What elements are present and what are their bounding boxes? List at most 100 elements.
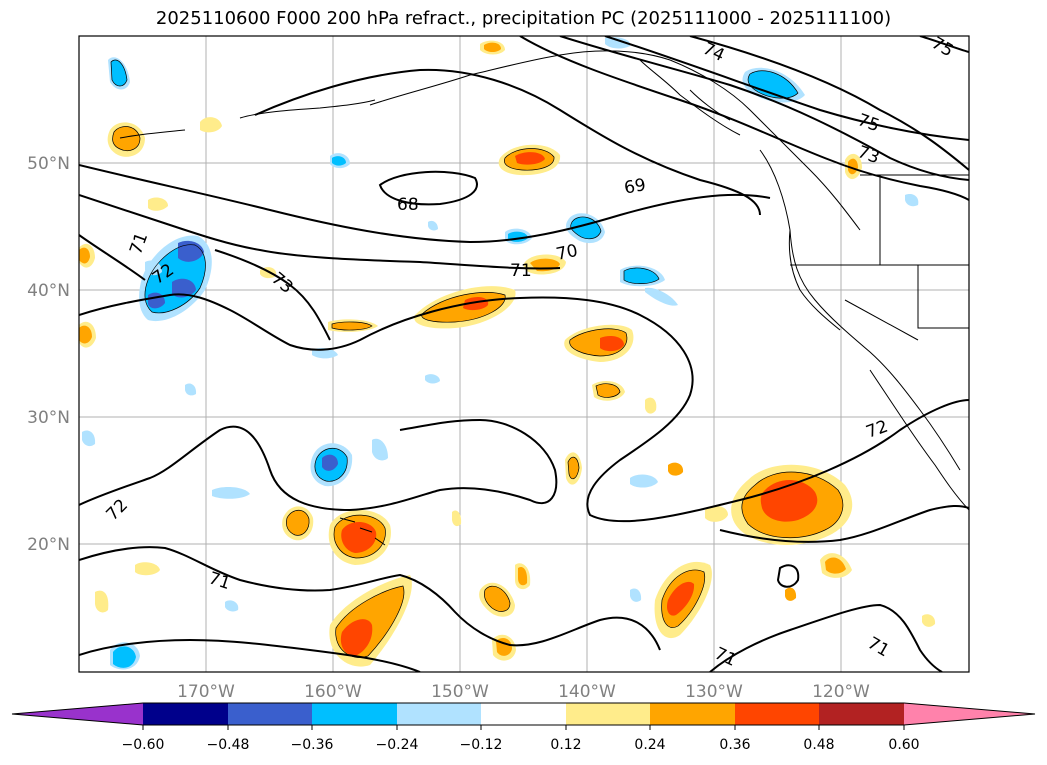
colorbar-segment-1 bbox=[143, 703, 228, 725]
lon-label: 150°W bbox=[431, 682, 489, 702]
colorbar-segment-8 bbox=[735, 703, 819, 725]
precip-blob bbox=[484, 586, 510, 612]
precip-blob bbox=[286, 510, 310, 536]
precip-blob bbox=[178, 240, 204, 262]
contour-73-top bbox=[519, 36, 969, 201]
coastlines bbox=[119, 50, 969, 546]
precip-blob bbox=[79, 325, 92, 344]
plot-area: 74 75 75 73 68 69 70 71 71 72 73 72 72 7… bbox=[79, 33, 969, 672]
contour-75b bbox=[689, 36, 969, 171]
precip-blob bbox=[463, 297, 489, 311]
precip-blob bbox=[340, 619, 373, 656]
precip-outlines bbox=[110, 59, 844, 658]
precip-blob bbox=[425, 374, 440, 384]
contour-75a bbox=[604, 36, 969, 141]
colorbar-segment-0 bbox=[12, 703, 143, 725]
precip-blob bbox=[341, 521, 377, 553]
contour-69 bbox=[254, 68, 761, 216]
lat-label: 50°N bbox=[27, 154, 70, 174]
precip-blob bbox=[518, 566, 528, 586]
precip-blob bbox=[705, 505, 728, 522]
precip-blob bbox=[848, 158, 858, 175]
colorbar-tick-label: −0.48 bbox=[207, 737, 250, 753]
contour-74 bbox=[559, 36, 969, 181]
west-coast bbox=[788, 229, 841, 331]
contour-label: 69 bbox=[623, 175, 648, 198]
colorbar-segment-5 bbox=[481, 703, 566, 725]
precip-blob bbox=[668, 462, 684, 476]
precip-blob bbox=[785, 587, 797, 601]
longitude-labels: 170°W 160°W 150°W 140°W 130°W 120°W bbox=[177, 682, 870, 702]
precip-blob bbox=[630, 588, 642, 602]
contour-71 bbox=[79, 194, 561, 270]
contour-71-right bbox=[719, 504, 969, 543]
precip-blob bbox=[645, 397, 657, 414]
precip-blob bbox=[200, 117, 222, 133]
contour-label: 71 bbox=[864, 633, 893, 661]
colorbar-segment-4 bbox=[397, 703, 481, 725]
contour-71-bl bbox=[79, 638, 421, 672]
precip-blob bbox=[332, 321, 372, 331]
colorbar-segment-10 bbox=[904, 703, 1035, 725]
precip-blob bbox=[372, 438, 388, 461]
lat-label: 30°N bbox=[27, 408, 70, 428]
contour-72-upper bbox=[79, 234, 146, 281]
precip-blob bbox=[568, 457, 579, 479]
alaska-coast bbox=[369, 50, 861, 231]
colorbar-tick-label: 0.24 bbox=[634, 737, 665, 753]
colorbar-tick-label: −0.24 bbox=[376, 737, 419, 753]
precip-blob bbox=[630, 474, 658, 488]
bc-coast bbox=[759, 149, 961, 471]
precip-blob bbox=[624, 267, 659, 284]
precip-blob bbox=[825, 557, 846, 574]
lat-label: 20°N bbox=[27, 535, 70, 555]
colorbar-tick-label: −0.60 bbox=[122, 737, 165, 753]
contour-label: 75 bbox=[928, 33, 957, 61]
contour-68 bbox=[378, 170, 478, 206]
contour-label: 72 bbox=[103, 495, 132, 524]
contour-72-loop-left bbox=[140, 381, 214, 418]
contour-small-loop bbox=[776, 564, 800, 588]
colorbar-tick-label: 0.60 bbox=[888, 737, 919, 753]
figure-title: 2025110600 F000 200 hPa refract., precip… bbox=[155, 8, 892, 29]
precip-blob bbox=[428, 220, 438, 231]
contour-72-lower bbox=[79, 418, 558, 512]
precip-blob bbox=[596, 383, 620, 398]
baja-coast bbox=[869, 369, 969, 511]
states-border-5 bbox=[844, 299, 919, 341]
contour-72-main bbox=[79, 293, 969, 523]
precip-blob bbox=[148, 197, 168, 211]
contour-73-right bbox=[919, 36, 969, 53]
aleutian-islands bbox=[239, 99, 376, 119]
precip-blob bbox=[135, 562, 160, 576]
precip-blob bbox=[225, 600, 239, 612]
colorbar-segment-6 bbox=[566, 703, 650, 725]
colorbar-segment-2 bbox=[228, 703, 312, 725]
contour-71-lower bbox=[79, 546, 661, 651]
latitude-labels: 50°N 40°N 30°N 20°N bbox=[27, 154, 70, 555]
precip-blob bbox=[484, 42, 501, 52]
precip-blob bbox=[322, 454, 338, 471]
colorbar-tick-label: 0.48 bbox=[803, 737, 834, 753]
precip-blob bbox=[452, 510, 462, 527]
precip-blob bbox=[95, 590, 109, 613]
precip-blob bbox=[172, 278, 196, 298]
precip-blob bbox=[332, 156, 346, 166]
colorbar: −0.60 −0.48 −0.36 −0.24 −0.12 0.12 0.24 … bbox=[11, 702, 1036, 753]
colorbar-tick-label: −0.12 bbox=[460, 737, 503, 753]
precip-blob bbox=[605, 37, 631, 49]
precip-positive-areas bbox=[79, 40, 936, 667]
colorbar-tick-label: −0.36 bbox=[291, 737, 334, 753]
precip-blob bbox=[113, 646, 136, 668]
precip-blob bbox=[905, 194, 919, 207]
hawaii-islands bbox=[339, 517, 386, 546]
precip-blob bbox=[600, 336, 624, 352]
colorbar-tick-label: 0.12 bbox=[550, 737, 581, 753]
alaska-islands bbox=[639, 59, 741, 136]
precip-blob bbox=[185, 383, 197, 396]
contour-label: 75 bbox=[855, 110, 882, 136]
contour-label: 71 bbox=[510, 261, 532, 281]
lat-label: 40°N bbox=[27, 281, 70, 301]
aleutian-islands-2 bbox=[119, 129, 186, 139]
